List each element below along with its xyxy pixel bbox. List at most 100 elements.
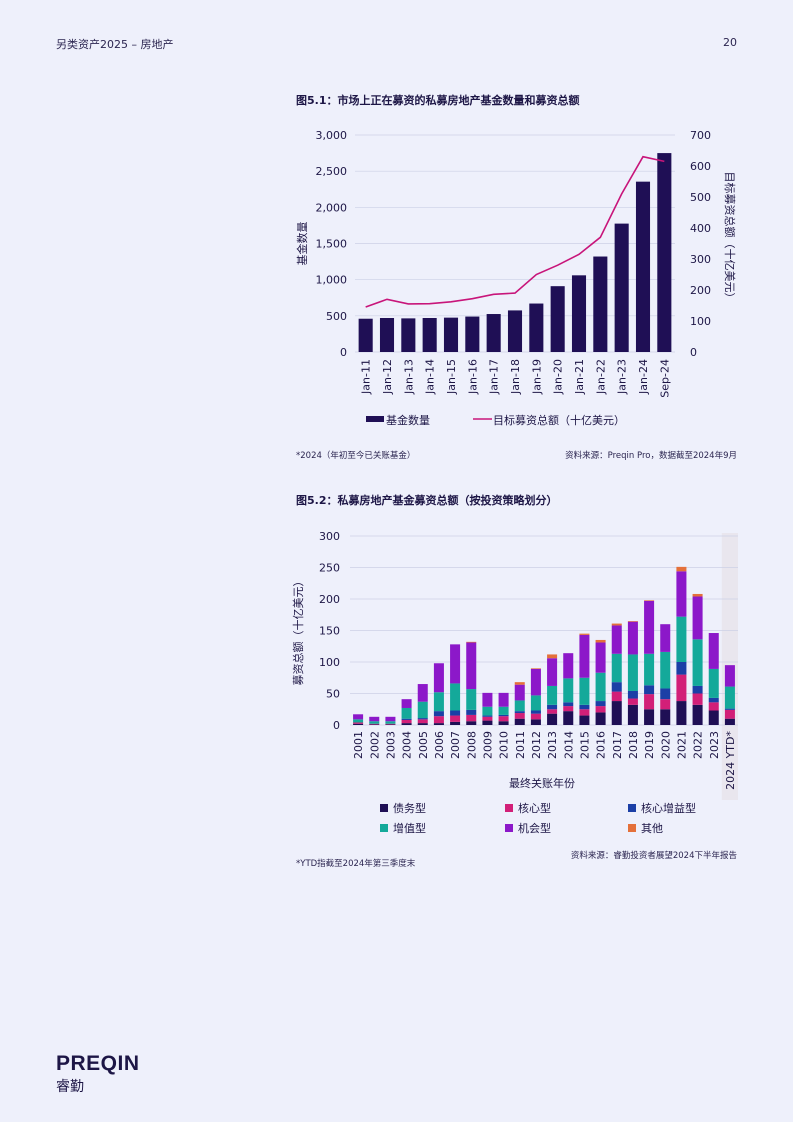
bar-segment xyxy=(369,723,380,725)
x-tick-label: Jan-17 xyxy=(488,359,501,395)
bar-segment xyxy=(385,723,396,725)
bar-segment xyxy=(547,709,558,714)
bar-segment xyxy=(433,723,444,725)
bar-segment xyxy=(611,623,622,626)
bar xyxy=(443,317,459,352)
bar-segment xyxy=(644,653,655,686)
bar-segment xyxy=(498,716,509,722)
x-tick-label: Jan-18 xyxy=(509,359,522,395)
bar-segment xyxy=(401,699,412,708)
x-tick-label: 2012 xyxy=(530,731,543,759)
bar-segment xyxy=(563,653,574,679)
legend-item-value-added: 增值型 xyxy=(380,820,426,836)
bar-segment xyxy=(547,685,558,705)
x-tick-label: 2016 xyxy=(595,731,608,759)
legend-swatch-value-added xyxy=(380,824,388,832)
bar-segment xyxy=(692,685,703,694)
bar-segment xyxy=(708,633,719,669)
y-tick-label: 2,000 xyxy=(316,201,348,214)
bar-segment xyxy=(676,674,687,702)
bar-segment xyxy=(595,639,606,643)
figure2-title: 图5.2：私募房地产基金募资总额（按投资策略划分） xyxy=(296,494,558,507)
bar-segment xyxy=(530,713,541,720)
x-tick-label: 2015 xyxy=(578,731,591,759)
bar-segment xyxy=(547,713,558,725)
bar-segment xyxy=(563,678,574,703)
y2-tick-label: 100 xyxy=(690,315,711,328)
bar-segment xyxy=(676,566,687,572)
bar-segment xyxy=(547,704,558,710)
bar-segment xyxy=(385,724,396,725)
x-tick-label: Jan-16 xyxy=(466,359,479,395)
bar xyxy=(486,314,501,352)
x-tick-label: Jan-15 xyxy=(445,359,458,395)
x-tick-label: 2017 xyxy=(611,731,624,759)
x-tick-label: 2008 xyxy=(465,731,478,759)
bar-segment xyxy=(692,639,703,686)
legend-label-other: 其他 xyxy=(641,822,663,835)
bar-segment xyxy=(482,706,493,716)
bar-segment xyxy=(627,621,638,622)
x-tick-label: 2013 xyxy=(546,731,559,759)
bar-segment xyxy=(644,694,655,710)
y2-tick-label: 300 xyxy=(690,253,711,266)
bar-segment xyxy=(482,716,493,721)
bar-segment xyxy=(466,709,477,715)
bar-segment xyxy=(676,616,687,662)
bar-segment xyxy=(353,719,364,723)
y-tick-label: 3,000 xyxy=(316,129,348,142)
bar-segment xyxy=(530,668,541,669)
legend-label-opportunistic: 机会型 xyxy=(518,822,551,835)
bar-segment xyxy=(369,716,380,722)
bar xyxy=(401,318,416,352)
bar-segment xyxy=(611,682,622,692)
y2-tick-label: 500 xyxy=(690,191,711,204)
bar-segment xyxy=(466,689,477,710)
bar xyxy=(465,316,480,352)
bar-segment xyxy=(676,662,687,675)
x-tick-label: Jan-23 xyxy=(616,359,629,395)
bar xyxy=(635,181,651,352)
legend-swatch-core xyxy=(505,804,513,812)
bar-segment xyxy=(514,713,525,719)
bar-segment xyxy=(498,706,509,715)
legend-swatch-debt xyxy=(380,804,388,812)
bar-segment xyxy=(417,718,428,720)
bar-segment xyxy=(660,651,671,689)
bar-segment xyxy=(530,695,541,711)
bar-segment xyxy=(450,721,461,725)
y-tick-label: 50 xyxy=(326,688,340,701)
bar-segment xyxy=(563,706,574,712)
bar-segment xyxy=(595,701,606,707)
x-tick-label: 2002 xyxy=(368,731,381,759)
bar-segment xyxy=(369,721,380,724)
y2-tick-label: 700 xyxy=(690,129,711,142)
x-tick-label: Jan-19 xyxy=(530,359,543,395)
bar-segment xyxy=(482,692,493,707)
y-tick-label: 0 xyxy=(340,346,347,359)
y2-axis-label: 目标募资总额（十亿美元） xyxy=(723,172,737,304)
y-tick-label: 100 xyxy=(319,656,340,669)
bar-segment xyxy=(724,718,735,725)
legend-label-line: 目标募资总额（十亿美元） xyxy=(493,413,625,427)
legend-swatch-core-plus xyxy=(628,804,636,812)
y-tick-label: 500 xyxy=(326,310,347,323)
bar-segment xyxy=(644,600,655,601)
y-tick-label: 300 xyxy=(319,530,340,543)
legend-item-opportunistic: 机会型 xyxy=(505,820,551,836)
bar xyxy=(507,310,523,352)
bar-segment xyxy=(450,683,461,711)
page-number: 20 xyxy=(723,36,737,49)
bar-segment xyxy=(579,715,590,725)
bar-segment xyxy=(724,686,735,709)
y-axis-label: 基金数量 xyxy=(295,222,309,266)
legend-swatch-other xyxy=(628,824,636,832)
bar-segment xyxy=(660,624,671,652)
bar-segment xyxy=(401,719,412,724)
bar-segment xyxy=(353,723,364,725)
y2-tick-label: 400 xyxy=(690,222,711,235)
bar-segment xyxy=(692,593,703,597)
bar-segment xyxy=(547,654,558,659)
x-tick-label: Jan-12 xyxy=(381,359,394,395)
bar-segment xyxy=(514,711,525,714)
